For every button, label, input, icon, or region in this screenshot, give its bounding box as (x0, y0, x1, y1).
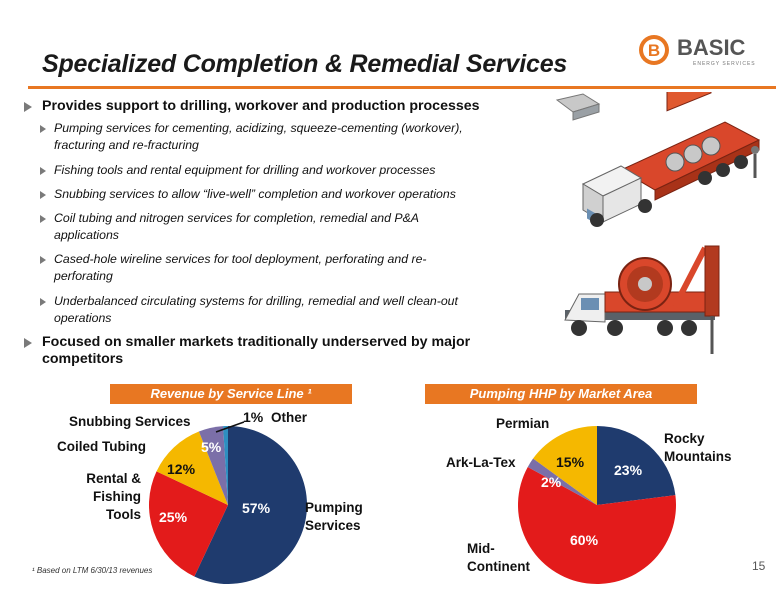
chart2-title: Pumping HHP by Market Area (425, 384, 697, 404)
pie1-slice-pumping-services (194, 426, 307, 584)
pie1-label-rental: Rental & Fishing Tools (86, 471, 141, 522)
pie2-slice-mid-continent (518, 466, 677, 584)
pie1-slice-snubbing-services (198, 426, 228, 505)
pie2-slice-rocky-mountains (597, 426, 676, 505)
sub-arrow-icon (40, 191, 46, 199)
sub-arrow-icon (40, 256, 46, 264)
pumping-truck-illustration (555, 92, 761, 227)
pie2-label-ark-pct: 2% (541, 474, 562, 490)
sub-arrow-icon (40, 298, 46, 306)
pie1-label-pumping: Pumping Services (305, 500, 363, 533)
pie1-label-snubbing-pct: 5% (201, 439, 222, 455)
pie1-label-coiled: Coiled Tubing (57, 439, 146, 454)
pie2-label-rocky: Rocky Mountains (664, 431, 732, 464)
sub-arrow-icon (40, 167, 46, 175)
logo-letter: B (648, 41, 660, 60)
sub-arrow-icon (40, 125, 46, 133)
logo-name: BASIC (677, 35, 746, 60)
pie2-slice-ark-la-tex (527, 458, 597, 505)
pie1-other-leader (215, 421, 245, 433)
pie1-label-coiled-pct: 12% (167, 461, 196, 477)
pie1-label-other-pct: 1% (243, 409, 264, 425)
pie2-slice-permian (533, 426, 597, 505)
pie1-slice-coiled-tubing (156, 431, 228, 505)
pie2-label-ark: Ark-La-Tex (446, 455, 516, 470)
pie2-label-mid: Mid- Continent (467, 541, 530, 574)
pie1-slice-rental-fishing-tools (148, 471, 228, 577)
title-underline (28, 86, 776, 89)
bullet-arrow-icon (24, 102, 32, 112)
coil-tubing-illustration (564, 245, 720, 354)
page-number: 15 (752, 559, 766, 573)
pie1-label-snubbing: Snubbing Services (69, 414, 191, 429)
pie2-label-mid-pct: 60% (570, 532, 599, 548)
pie2-label-rocky-pct: 23% (614, 462, 643, 478)
logo-tagline: ENERGY SERVICES (693, 61, 756, 67)
chart1-title: Revenue by Service Line ¹ (110, 384, 352, 404)
bullet-arrow-icon (24, 338, 32, 348)
pie1-label-pumping-pct: 57% (242, 500, 271, 516)
pie1-label-other: Other (271, 410, 308, 425)
sub-arrow-icon (40, 215, 46, 223)
page-title: Specialized Completion & Remedial Servic… (42, 50, 568, 78)
company-logo: B BASIC ENERGY SERVICES (637, 32, 773, 68)
pie2-label-permian: Permian (496, 416, 550, 431)
pie2-label-permian-pct: 15% (556, 454, 585, 470)
pie1-slice-other (223, 426, 228, 505)
footnote: ¹ Based on LTM 6/30/13 revenues (32, 566, 153, 575)
pie1-label-rental-pct: 25% (159, 509, 188, 525)
